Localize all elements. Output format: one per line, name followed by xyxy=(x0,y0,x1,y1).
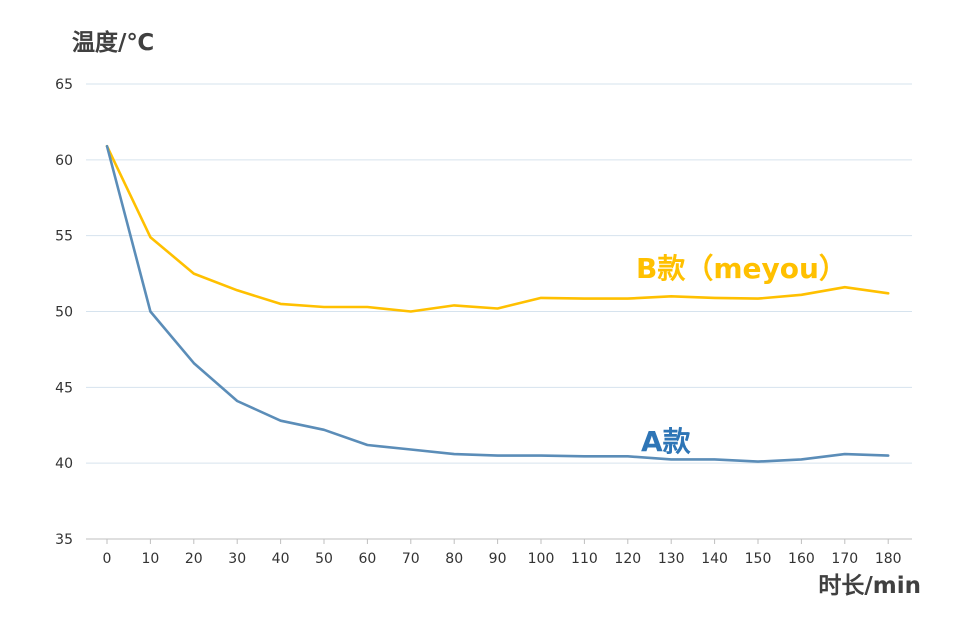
gridlines xyxy=(86,83,912,464)
x-tick-label: 110 xyxy=(571,551,598,567)
x-tick-label: 150 xyxy=(745,551,772,567)
x-tick-label: 120 xyxy=(614,551,641,567)
x-tick-label: 130 xyxy=(658,551,685,567)
y-tick-label: 45 xyxy=(55,380,73,396)
x-tick-label: 30 xyxy=(228,551,246,567)
series-line-b xyxy=(105,144,890,313)
series-line-a xyxy=(105,144,890,463)
x-tick-label: 0 xyxy=(103,551,112,567)
y-axis-ticks: 35 40 45 50 55 60 65 xyxy=(55,77,73,548)
y-tick-label: 55 xyxy=(55,229,73,245)
x-tick-label: 40 xyxy=(272,551,290,567)
series-label-a: A款 xyxy=(641,425,692,458)
x-tick-label: 70 xyxy=(402,551,420,567)
x-tick-label: 170 xyxy=(831,551,858,567)
y-tick-label: 65 xyxy=(55,77,73,93)
y-axis-title: 温度/℃ xyxy=(72,29,154,56)
x-tick-label: 180 xyxy=(875,551,902,567)
x-axis: 0 10 20 30 40 50 60 70 80 90 100 110 120 130 140 150 160… xyxy=(86,538,912,567)
x-tick-label: 20 xyxy=(185,551,203,567)
series-label-b: B款（meyou） xyxy=(636,252,847,285)
x-tick-label: 50 xyxy=(315,551,333,567)
y-tick-label: 35 xyxy=(55,532,73,548)
x-axis-title: 时长/min xyxy=(818,573,921,599)
y-tick-label: 50 xyxy=(55,305,73,321)
series-lines xyxy=(105,144,890,463)
y-tick-label: 60 xyxy=(55,153,73,169)
x-tick-label: 100 xyxy=(528,551,555,567)
x-tick-label: 60 xyxy=(358,551,376,567)
x-tick-label: 140 xyxy=(701,551,728,567)
x-tick-label: 80 xyxy=(445,551,463,567)
x-tick-label: 90 xyxy=(489,551,507,567)
y-tick-label: 40 xyxy=(55,456,73,472)
x-tick-label: 10 xyxy=(141,551,159,567)
x-tick-label: 160 xyxy=(788,551,815,567)
